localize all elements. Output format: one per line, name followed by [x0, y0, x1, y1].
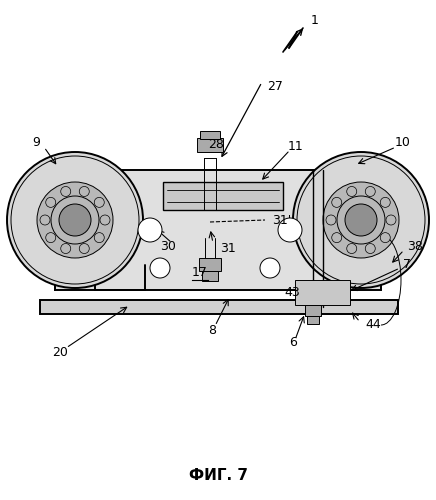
Bar: [295, 280, 350, 305]
Circle shape: [100, 215, 110, 225]
Bar: [199, 258, 221, 271]
Text: 10: 10: [395, 136, 411, 148]
Circle shape: [380, 232, 390, 242]
Text: 9: 9: [32, 136, 40, 148]
Circle shape: [386, 215, 396, 225]
Circle shape: [94, 198, 104, 207]
Circle shape: [150, 258, 170, 278]
Bar: [202, 271, 218, 281]
Text: 20: 20: [52, 346, 68, 358]
Bar: [163, 182, 283, 210]
Circle shape: [332, 198, 342, 207]
Text: 30: 30: [160, 240, 176, 254]
Bar: [307, 316, 319, 324]
Circle shape: [278, 218, 302, 242]
Circle shape: [37, 182, 113, 258]
Circle shape: [79, 244, 89, 254]
Circle shape: [61, 186, 71, 196]
Circle shape: [7, 152, 143, 288]
Text: 31': 31': [272, 214, 291, 226]
Circle shape: [138, 218, 162, 242]
Circle shape: [332, 232, 342, 242]
Text: 7: 7: [403, 258, 411, 272]
Circle shape: [40, 215, 50, 225]
Circle shape: [365, 186, 375, 196]
Circle shape: [61, 244, 71, 254]
Text: 6: 6: [289, 336, 297, 349]
Circle shape: [46, 232, 56, 242]
Bar: [305, 305, 321, 316]
Text: 1: 1: [311, 14, 319, 26]
Text: 8: 8: [208, 324, 216, 336]
Circle shape: [345, 204, 377, 236]
Circle shape: [347, 186, 357, 196]
Circle shape: [59, 204, 91, 236]
Circle shape: [347, 244, 357, 254]
Circle shape: [326, 215, 336, 225]
Text: 31: 31: [220, 242, 236, 254]
Text: 27: 27: [267, 80, 283, 92]
Circle shape: [293, 152, 429, 288]
Circle shape: [79, 186, 89, 196]
Bar: [40, 300, 398, 314]
Circle shape: [46, 198, 56, 207]
Circle shape: [380, 198, 390, 207]
Circle shape: [260, 258, 280, 278]
Text: 17: 17: [192, 266, 208, 278]
Bar: [55, 170, 381, 290]
Text: 11: 11: [288, 140, 304, 153]
Text: 43: 43: [284, 286, 300, 298]
Circle shape: [323, 182, 399, 258]
Text: 38: 38: [407, 240, 423, 254]
Polygon shape: [55, 265, 145, 290]
Text: 44: 44: [365, 318, 381, 332]
Bar: [197, 138, 223, 152]
Text: ФИГ. 7: ФИГ. 7: [188, 468, 248, 483]
Circle shape: [365, 244, 375, 254]
Text: 28: 28: [208, 138, 224, 151]
Circle shape: [94, 232, 104, 242]
Bar: [200, 131, 220, 139]
